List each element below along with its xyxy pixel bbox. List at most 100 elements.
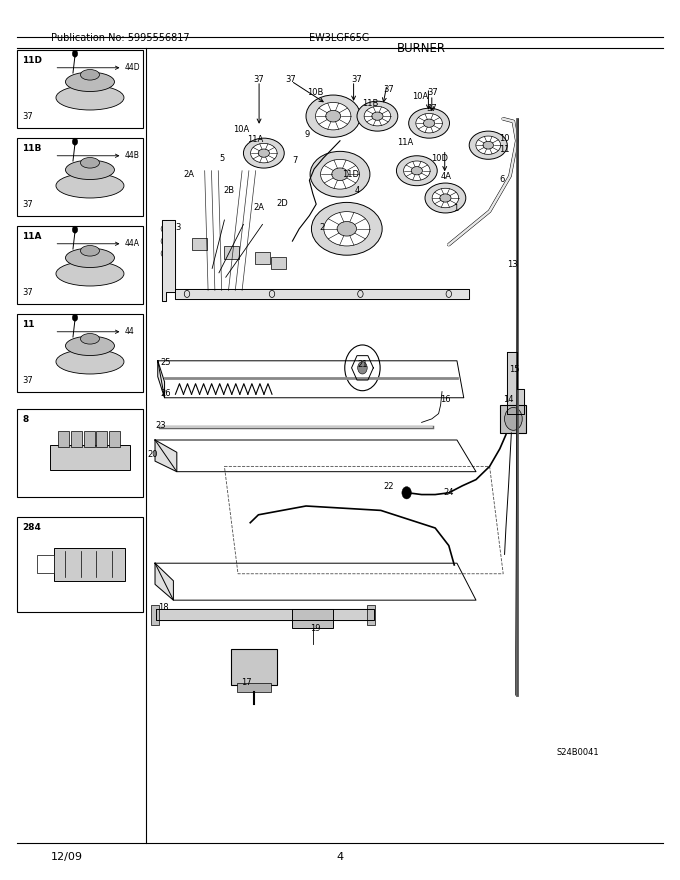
- Text: 37: 37: [253, 75, 264, 84]
- Text: S24B0041: S24B0041: [557, 748, 599, 757]
- Text: 11B: 11B: [362, 99, 379, 108]
- Text: BURNER: BURNER: [397, 42, 446, 55]
- Text: 37: 37: [22, 112, 33, 121]
- Text: 23: 23: [156, 421, 167, 429]
- Bar: [17, 409, 143, 497]
- Polygon shape: [156, 609, 374, 620]
- Text: 7: 7: [292, 156, 298, 165]
- Ellipse shape: [415, 114, 442, 133]
- Text: 14: 14: [503, 395, 514, 404]
- Polygon shape: [158, 361, 464, 398]
- Ellipse shape: [372, 112, 383, 121]
- Ellipse shape: [476, 136, 500, 154]
- Text: EW3LGF65G: EW3LGF65G: [309, 33, 370, 43]
- Bar: [54, 547, 125, 581]
- Ellipse shape: [411, 166, 422, 175]
- Text: 284: 284: [22, 523, 41, 532]
- Bar: [37, 555, 54, 573]
- Text: 2A: 2A: [253, 203, 264, 212]
- Bar: [151, 605, 159, 625]
- Text: 37: 37: [286, 75, 296, 84]
- Ellipse shape: [56, 349, 124, 374]
- Text: 11D: 11D: [342, 170, 359, 179]
- Text: 44: 44: [125, 327, 135, 336]
- Text: 18: 18: [158, 603, 169, 612]
- Text: 44B: 44B: [125, 151, 140, 160]
- Bar: [237, 683, 271, 692]
- Text: 37: 37: [384, 85, 394, 94]
- Polygon shape: [155, 440, 476, 472]
- Text: 4: 4: [337, 852, 343, 862]
- Ellipse shape: [56, 261, 124, 286]
- Polygon shape: [175, 289, 469, 299]
- Text: 8: 8: [22, 415, 29, 424]
- Ellipse shape: [243, 138, 284, 168]
- Ellipse shape: [403, 161, 430, 180]
- Polygon shape: [162, 220, 175, 301]
- Ellipse shape: [80, 158, 99, 168]
- Text: 1: 1: [453, 204, 458, 213]
- Ellipse shape: [311, 202, 382, 255]
- Text: 13: 13: [507, 260, 518, 268]
- Ellipse shape: [80, 70, 99, 80]
- Text: 37: 37: [22, 376, 33, 385]
- Bar: [84, 430, 95, 447]
- Bar: [17, 138, 143, 216]
- Bar: [292, 609, 333, 628]
- Text: 19: 19: [310, 624, 321, 633]
- Circle shape: [72, 138, 78, 145]
- Text: 11: 11: [22, 320, 35, 329]
- Circle shape: [505, 407, 522, 430]
- Text: 11A: 11A: [397, 138, 413, 147]
- Text: 26: 26: [160, 389, 171, 398]
- Circle shape: [345, 345, 380, 391]
- Polygon shape: [155, 563, 476, 600]
- Bar: [231, 649, 277, 685]
- Text: 10: 10: [498, 134, 509, 143]
- Text: 21: 21: [357, 360, 368, 369]
- Text: 22: 22: [384, 482, 394, 491]
- Ellipse shape: [469, 131, 507, 159]
- Ellipse shape: [337, 222, 356, 236]
- Ellipse shape: [56, 173, 124, 198]
- Text: 11: 11: [498, 145, 509, 154]
- Text: 2B: 2B: [224, 186, 235, 194]
- Bar: [71, 430, 82, 447]
- Ellipse shape: [251, 143, 277, 163]
- Ellipse shape: [440, 194, 451, 202]
- Bar: [17, 517, 143, 612]
- Bar: [97, 430, 107, 447]
- Ellipse shape: [432, 188, 458, 208]
- Text: 15: 15: [509, 365, 520, 374]
- Text: 4: 4: [355, 187, 360, 195]
- Ellipse shape: [65, 336, 114, 356]
- Text: 11D: 11D: [22, 56, 42, 65]
- Bar: [109, 430, 120, 447]
- Text: 37: 37: [428, 88, 439, 97]
- Polygon shape: [507, 352, 524, 414]
- Text: 5: 5: [219, 154, 224, 163]
- Ellipse shape: [65, 248, 114, 268]
- Circle shape: [72, 314, 78, 321]
- Text: 44D: 44D: [125, 63, 141, 72]
- Ellipse shape: [56, 85, 124, 110]
- Ellipse shape: [424, 119, 435, 128]
- Ellipse shape: [306, 95, 360, 137]
- Ellipse shape: [65, 72, 114, 92]
- Text: 12/09: 12/09: [51, 852, 83, 862]
- Circle shape: [72, 50, 78, 57]
- Circle shape: [402, 487, 411, 499]
- Text: 24: 24: [443, 488, 454, 497]
- Ellipse shape: [396, 156, 437, 186]
- Bar: [58, 430, 69, 447]
- Ellipse shape: [425, 183, 466, 213]
- Text: 37: 37: [352, 75, 362, 84]
- Text: 11B: 11B: [22, 144, 41, 153]
- Text: 2D: 2D: [276, 199, 288, 208]
- Ellipse shape: [409, 108, 449, 138]
- Text: 17: 17: [241, 678, 252, 686]
- Bar: [500, 405, 526, 433]
- Ellipse shape: [326, 110, 341, 122]
- Ellipse shape: [80, 334, 99, 344]
- Bar: [17, 314, 143, 392]
